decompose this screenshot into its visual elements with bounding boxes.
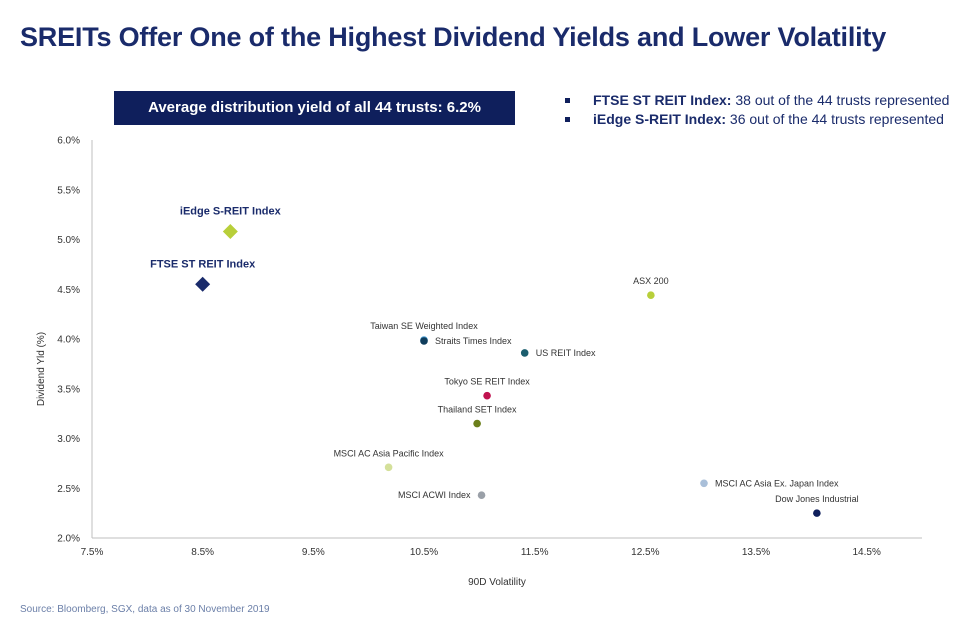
point-label-dow-jones-industrial: Dow Jones Industrial (775, 494, 859, 504)
point-thailand-set-index (473, 419, 481, 428)
note-iedge-label: iEdge S-REIT Index: (593, 111, 727, 127)
point-msci-ac-asia-pacific-index (384, 463, 393, 472)
point-tokyo-se-reit-index (483, 391, 491, 400)
x-axis-title: 90D Volatility (468, 577, 526, 588)
point-label-ftse-st-reit-index: FTSE ST REIT Index (150, 258, 256, 270)
x-tick-label: 10.5% (410, 547, 438, 558)
x-tick-label: 14.5% (852, 547, 880, 558)
note-ftse-label: FTSE ST REIT Index: (593, 92, 732, 108)
note-ftse-text: 38 out of the 44 trusts represented (731, 92, 950, 108)
y-tick-label: 5.5% (57, 185, 80, 196)
x-tick-label: 11.5% (521, 547, 549, 558)
point-dow-jones-industrial (813, 509, 821, 517)
point-label-tokyo-se-reit-index: Tokyo SE REIT Index (444, 377, 530, 387)
point-label-msci-ac-asia-pacific-index: MSCI AC Asia Pacific Index (334, 448, 445, 458)
index-notes: FTSE ST REIT Index: 38 out of the 44 tru… (565, 91, 949, 129)
x-tick-label: 12.5% (631, 547, 659, 558)
point-asx-200 (647, 291, 655, 300)
x-tick-label: 13.5% (742, 547, 770, 558)
y-tick-label: 6.0% (57, 136, 80, 147)
point-ftse-st-reit-index (195, 276, 211, 292)
point-label-msci-ac-asia-ex-japan-index: MSCI AC Asia Ex. Japan Index (715, 478, 839, 488)
average-yield-callout: Average distribution yield of all 44 tru… (114, 91, 515, 125)
y-tick-label: 5.0% (57, 235, 80, 246)
point-straits-times-index (420, 337, 428, 345)
note-ftse: FTSE ST REIT Index: 38 out of the 44 tru… (565, 91, 949, 110)
point-label-iedge-s-reit-index: iEdge S-REIT Index (180, 206, 282, 218)
y-tick-label: 3.5% (57, 384, 80, 395)
point-us-reit-index (520, 349, 529, 357)
y-tick-label: 4.0% (57, 335, 80, 346)
point-label-thailand-set-index: Thailand SET Index (438, 405, 517, 415)
point-msci-ac-asia-ex-japan-index (700, 479, 708, 488)
point-iedge-s-reit-index (222, 224, 238, 240)
y-tick-label: 2.0% (57, 534, 80, 545)
y-tick-label: 3.0% (57, 434, 80, 445)
note-iedge: iEdge S-REIT Index: 36 out of the 44 tru… (565, 110, 949, 129)
point-label-taiwan-se-weighted-index: Taiwan SE Weighted Index (370, 321, 478, 331)
x-tick-label: 8.5% (191, 547, 214, 558)
x-tick-label: 9.5% (302, 547, 325, 558)
point-label-msci-acwi-index: MSCI ACWI Index (398, 490, 471, 500)
page-title: SREITs Offer One of the Highest Dividend… (20, 22, 887, 52)
point-label-asx-200: ASX 200 (633, 276, 669, 286)
note-iedge-text: 36 out of the 44 trusts represented (726, 111, 944, 127)
y-tick-label: 2.5% (57, 484, 80, 495)
point-label-straits-times-index: Straits Times Index (435, 336, 512, 346)
y-tick-label: 4.5% (57, 285, 80, 296)
source-note: Source: Bloomberg, SGX, data as of 30 No… (20, 604, 270, 615)
bullet-icon (565, 117, 570, 122)
y-axis-title: Dividend Yld (%) (36, 332, 47, 406)
point-label-us-reit-index: US REIT Index (536, 348, 596, 358)
bullet-icon (565, 98, 570, 103)
point-msci-acwi-index (477, 491, 486, 500)
x-tick-label: 7.5% (81, 547, 104, 558)
